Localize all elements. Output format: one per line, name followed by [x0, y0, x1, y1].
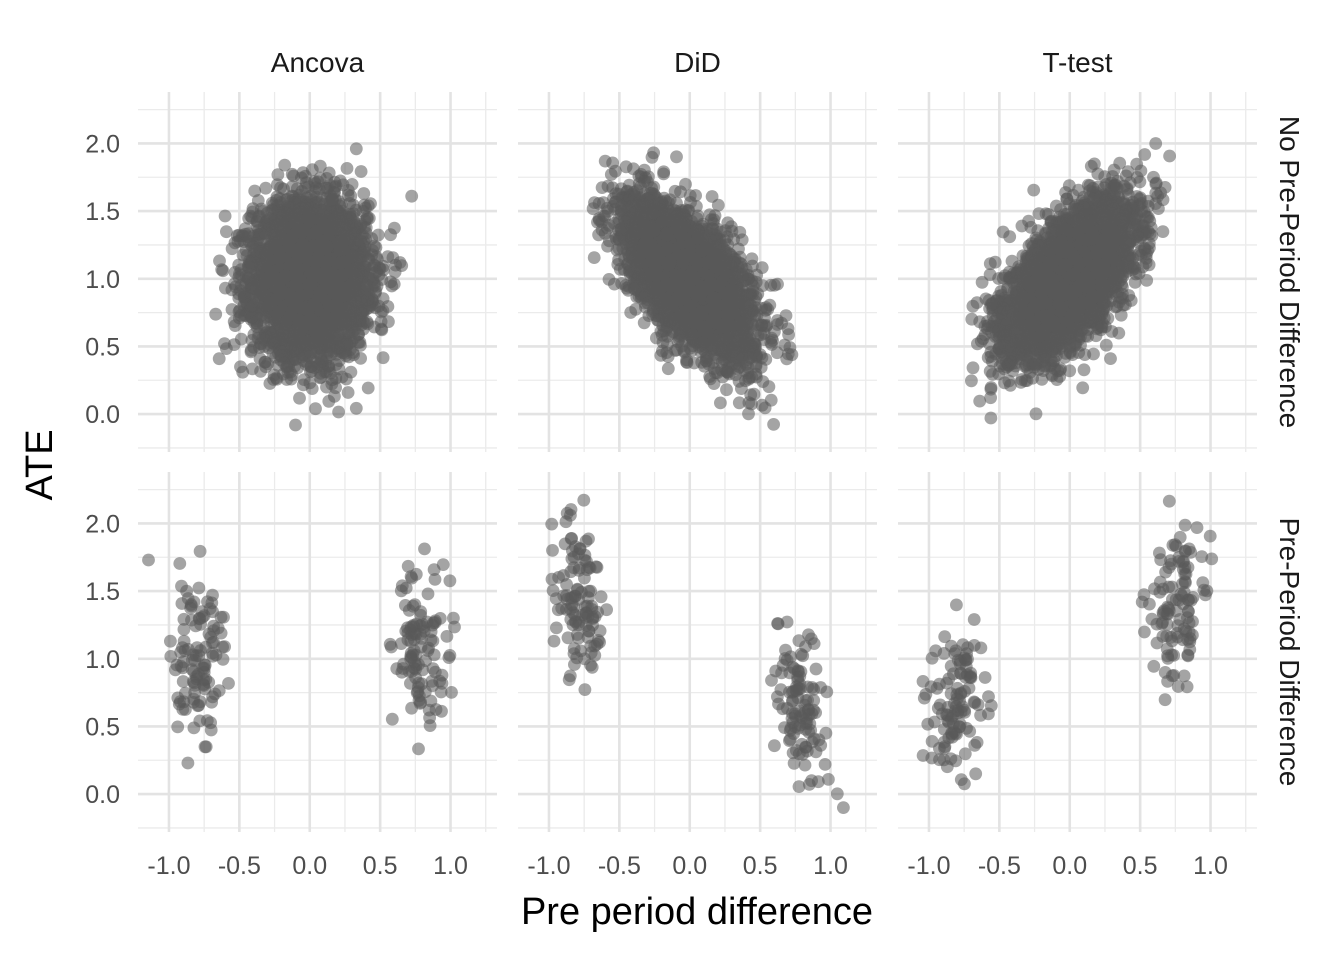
scatter-point: [209, 307, 223, 321]
scatter-point: [351, 328, 365, 341]
scatter-point: [341, 386, 355, 399]
scatter-point: [346, 266, 359, 280]
scatter-point: [263, 298, 276, 312]
scatter-point: [254, 227, 268, 241]
scatter-point: [357, 187, 371, 200]
scatter-point: [338, 255, 352, 269]
scatter-point: [331, 315, 345, 329]
scatter-point: [320, 380, 333, 394]
scatter-point: [274, 218, 287, 232]
scatter-point: [244, 256, 257, 269]
scatter-point: [253, 341, 266, 354]
scatter-point: [220, 225, 233, 239]
scatter-point: [240, 275, 253, 289]
scatter-point: [228, 319, 242, 332]
scatter-point: [280, 373, 294, 386]
scatter-point: [275, 323, 288, 337]
scatter-point: [309, 402, 322, 416]
scatter-point: [274, 349, 288, 363]
scatter-point: [302, 209, 316, 223]
scatter-point: [219, 281, 232, 295]
scatter-point: [361, 381, 375, 395]
scatter-point: [297, 223, 311, 237]
scatter-point: [253, 209, 266, 223]
scatter-point: [284, 232, 298, 246]
scatter-point: [287, 294, 300, 307]
scatter-point: [234, 332, 248, 346]
scatter-point: [343, 232, 356, 246]
scatter-point: [308, 324, 322, 338]
scatter-point: [330, 276, 343, 290]
scatter-point: [216, 264, 230, 278]
scatter-point: [248, 243, 261, 257]
scatter-point: [259, 181, 273, 195]
panel-points-0-0: [209, 142, 419, 432]
scatter-point: [349, 401, 363, 415]
scatter-point: [218, 337, 231, 350]
scatter-point: [269, 280, 283, 294]
scatter-point: [405, 189, 419, 203]
scatter-point: [332, 405, 345, 419]
scatter-point: [305, 268, 319, 282]
scatter-point: [299, 169, 312, 183]
scatter-point: [336, 178, 350, 192]
scatter-point: [354, 165, 368, 178]
scatter-point: [310, 254, 323, 267]
scatter-point: [370, 252, 384, 266]
scatter-point: [312, 182, 326, 196]
scatter-point: [358, 243, 371, 257]
scatter-point: [348, 293, 362, 306]
scatter-point: [218, 209, 232, 223]
scatter-point: [293, 391, 306, 405]
scatter-point: [283, 208, 297, 222]
scatter-point: [310, 224, 324, 238]
scatter-point: [377, 263, 390, 277]
scatter-point: [339, 303, 352, 316]
scatter-point: [298, 245, 311, 258]
scatter-point: [322, 394, 336, 408]
scatter-point: [267, 368, 281, 382]
scatter-point: [288, 268, 302, 282]
scatter-point: [376, 351, 390, 365]
scatter-point: [357, 205, 370, 218]
scatter-point: [328, 223, 342, 236]
scatter-point: [263, 253, 277, 267]
scatter-point: [238, 290, 252, 304]
points-layer: [142, 137, 1219, 814]
scatter-point: [340, 162, 354, 175]
scatter-point: [349, 142, 363, 156]
scatter-point: [292, 317, 306, 330]
scatter-point: [236, 365, 250, 379]
scatter-point: [289, 418, 302, 432]
scatter-point: [359, 221, 373, 235]
scatter-point: [257, 319, 271, 333]
scatter-point: [395, 259, 409, 272]
scatter-point: [323, 366, 337, 380]
scatter-point: [304, 360, 318, 373]
scatter-point: [313, 159, 327, 173]
scatter-point: [322, 335, 336, 349]
scatter-point: [267, 198, 280, 212]
scatter-point: [225, 303, 239, 316]
scatter-point: [375, 323, 389, 337]
scatter-point: [297, 373, 311, 386]
scatter-point: [298, 301, 311, 315]
scatter-point: [303, 345, 317, 359]
scatter-point: [384, 228, 397, 242]
scatter-point: [325, 193, 338, 207]
scatter-point: [287, 169, 300, 183]
scatter-point: [251, 194, 265, 207]
scatter-point: [268, 231, 282, 245]
scatter-point: [291, 332, 305, 346]
